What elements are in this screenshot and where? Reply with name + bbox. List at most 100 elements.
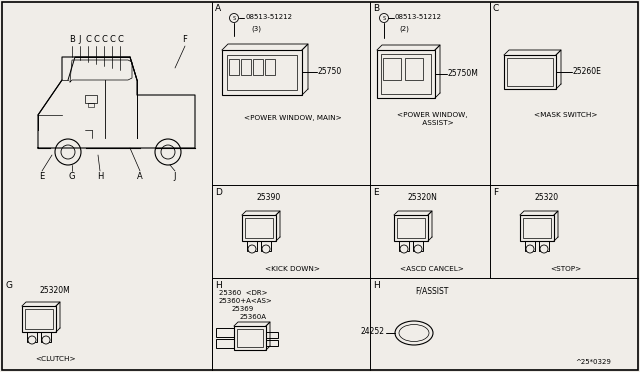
Circle shape [42,336,50,344]
Bar [222,50,302,95]
Bar [507,58,553,86]
Text: 25260E: 25260E [573,67,602,76]
Text: 25360A: 25360A [240,314,267,320]
Ellipse shape [395,321,433,345]
Bar [399,241,409,251]
Bar [413,241,423,251]
Circle shape [155,139,181,165]
Text: C: C [493,4,499,13]
Text: S: S [232,16,236,20]
Text: <POWER WINDOW, MAIN>: <POWER WINDOW, MAIN> [244,115,342,121]
Ellipse shape [399,324,429,341]
Circle shape [262,245,270,253]
Text: B: B [69,35,75,44]
Bar [405,58,423,80]
Text: 25320: 25320 [535,193,559,202]
Circle shape [61,145,75,159]
Bar [520,215,554,241]
Text: B: B [373,4,379,13]
Circle shape [28,336,36,344]
Text: 08513-51212: 08513-51212 [245,14,292,20]
Text: C: C [85,35,91,44]
Bar [234,326,266,350]
Bar [27,332,37,342]
Circle shape [161,145,175,159]
Text: C: C [93,35,99,44]
Text: H: H [215,281,221,290]
Text: ASSIST>: ASSIST> [411,120,453,126]
Text: <CLUTCH>: <CLUTCH> [36,356,76,362]
Text: <STOP>: <STOP> [550,266,582,272]
Text: 25750M: 25750M [448,68,479,77]
Text: F/ASSIST: F/ASSIST [415,286,449,295]
Text: S: S [383,16,385,20]
Bar [377,50,435,98]
Bar [266,340,278,346]
Circle shape [55,139,81,165]
Text: H: H [373,281,380,290]
Text: A: A [137,172,143,181]
Text: 25320N: 25320N [407,193,437,202]
Bar [85,95,97,103]
Text: (3): (3) [251,25,261,32]
Bar [237,329,263,347]
Text: 24252: 24252 [361,327,385,337]
Bar [242,215,276,241]
Text: D: D [215,188,222,197]
Text: E: E [40,172,45,181]
Text: <MASK SWITCH>: <MASK SWITCH> [534,112,598,118]
Text: <ASCD CANCEL>: <ASCD CANCEL> [400,266,464,272]
Bar [525,241,535,251]
Text: 25369: 25369 [232,306,254,312]
Circle shape [540,245,548,253]
Circle shape [400,245,408,253]
Bar [383,58,401,80]
Text: ^25*0329: ^25*0329 [575,359,611,365]
Bar [397,218,425,238]
Text: <POWER WINDOW,: <POWER WINDOW, [397,112,467,118]
Bar [253,59,263,75]
Text: H: H [97,172,103,181]
Bar [22,306,56,332]
Bar [216,328,234,337]
Circle shape [230,13,239,22]
Bar [394,215,428,241]
Text: 25390: 25390 [257,193,281,202]
Text: A: A [215,4,221,13]
Text: 08513-51212: 08513-51212 [395,14,442,20]
Bar [381,54,431,94]
Bar [241,59,251,75]
Text: 25360+A<AS>: 25360+A<AS> [219,298,273,304]
Text: J: J [79,35,81,44]
Bar [247,241,257,251]
Bar [41,332,51,342]
Circle shape [526,245,534,253]
Bar [261,241,271,251]
Bar [227,55,297,90]
Text: J: J [173,172,176,181]
Bar [216,339,234,348]
Text: G: G [68,172,76,181]
Bar [88,103,94,107]
Text: (2): (2) [399,25,409,32]
Text: C: C [109,35,115,44]
Circle shape [414,245,422,253]
Circle shape [248,245,256,253]
Bar [523,218,551,238]
Text: 25320M: 25320M [40,286,70,295]
Text: C: C [101,35,107,44]
Bar [539,241,549,251]
Bar [504,55,556,89]
Text: C: C [117,35,123,44]
Bar [266,332,278,338]
Bar [229,59,239,75]
Text: F: F [493,188,498,197]
Text: F: F [182,35,188,44]
Bar [265,59,275,75]
Circle shape [380,13,388,22]
Text: E: E [373,188,379,197]
Text: 25360  <DR>: 25360 <DR> [219,290,268,296]
Text: 25750: 25750 [318,67,342,76]
Bar [245,218,273,238]
Text: <KICK DOWN>: <KICK DOWN> [266,266,321,272]
